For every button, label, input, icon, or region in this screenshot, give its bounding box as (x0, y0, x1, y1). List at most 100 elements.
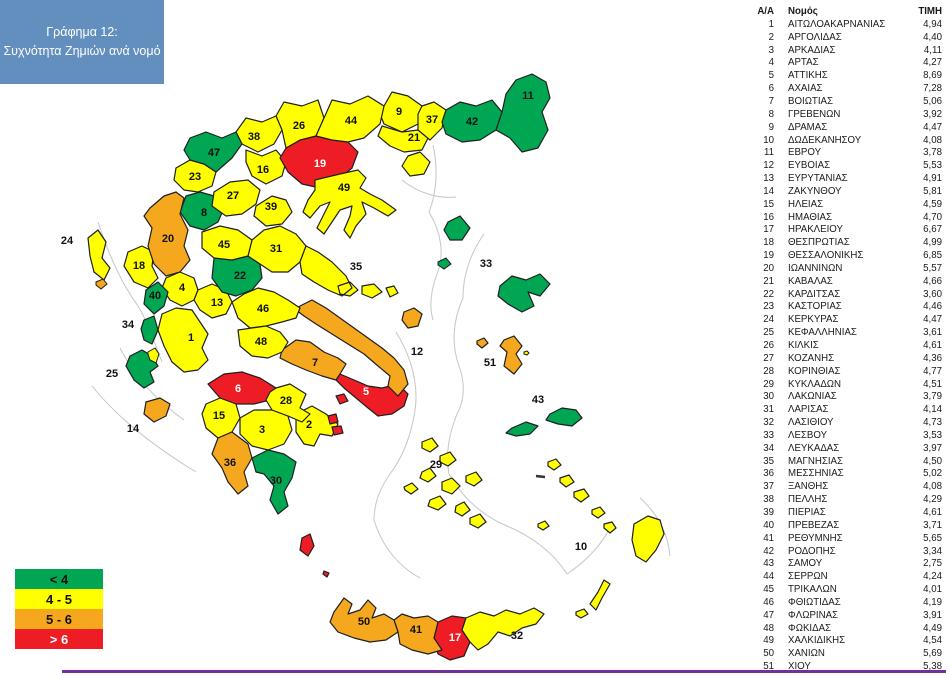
table-row: 19 ΘΕΣΣΑΛΟΝΙΚΗΣ 6,85 (728, 249, 946, 262)
map-region-label-44: 44 (345, 115, 358, 127)
sea-boundary-line (401, 179, 457, 198)
table-row: 46 ΦΘΙΩΤΙΔΑΣ 4,19 (728, 596, 946, 609)
map-region-label-24: 24 (61, 235, 74, 247)
row-index: 26 (763, 340, 774, 352)
row-value: 4,94 (923, 18, 942, 30)
table-row: 51 ΧΙΟΥ 5,38 (728, 660, 946, 673)
map-region-label-16: 16 (257, 164, 269, 176)
map-region-37 (417, 101, 447, 141)
row-value: 4,36 (923, 352, 942, 364)
table-row: 45 ΤΡΙΚΑΛΩΝ 4,01 (728, 583, 946, 596)
map-region-36 (211, 431, 253, 495)
row-value: 4,54 (923, 635, 942, 647)
row-index: 28 (763, 365, 774, 377)
row-value: 3,92 (923, 108, 942, 120)
table-row: 17 ΗΡΑΚΛΕΙΟΥ 6,67 (728, 224, 946, 237)
map-region-label-6: 6 (235, 383, 241, 395)
sea-boundary-line (373, 519, 421, 579)
table-row: 10 ΔΩΔΕΚΑΝΗΣΟΥ 4,08 (728, 134, 946, 147)
row-prefecture-name: ΛΑΚΩΝΙΑΣ (788, 391, 837, 403)
row-index: 36 (763, 468, 774, 480)
row-prefecture-name: ΠΙΕΡΙΑΣ (788, 506, 826, 518)
table-row: 1 ΑΙΤΩΛΟΑΚΑΡΝΑΝΙΑΣ 4,94 (728, 18, 946, 31)
map-region-40 (143, 281, 169, 315)
map-region-label-17: 17 (449, 632, 461, 644)
row-prefecture-name: ΑΤΤΙΚΗΣ (788, 70, 828, 82)
row-value: 3,61 (923, 327, 942, 339)
row-prefecture-name: ΚΙΛΚΙΣ (788, 340, 819, 352)
row-value: 3,71 (923, 519, 942, 531)
row-index: 6 (768, 83, 774, 95)
map-region-43 (505, 407, 583, 437)
map-region-label-2: 2 (306, 419, 312, 431)
map-region-45 (201, 225, 253, 261)
map-region-34 (140, 315, 159, 345)
map-region-3 (239, 409, 293, 451)
row-value: 8,69 (923, 70, 942, 82)
table-row: 42 ΡΟΔΟΠΗΣ 3,34 (728, 545, 946, 558)
map-region-label-38: 38 (248, 131, 260, 143)
row-prefecture-name: ΤΡΙΚΑΛΩΝ (788, 584, 837, 596)
bottom-divider-line (62, 670, 946, 673)
row-index: 15 (763, 198, 774, 210)
row-index: 32 (763, 417, 774, 429)
row-value: 4,14 (923, 404, 942, 416)
row-prefecture-name: ΘΕΣΣΑΛΟΝΙΚΗΣ (788, 250, 864, 262)
row-index: 33 (763, 429, 774, 441)
map-region-38 (235, 115, 283, 153)
row-prefecture-name: ΦΛΩΡΙΝΑΣ (788, 609, 839, 621)
map-region-18 (123, 245, 159, 289)
sea-boundary-line (91, 385, 197, 473)
row-value: 5,57 (923, 262, 942, 274)
row-prefecture-name: ΧΙΟΥ (788, 661, 811, 673)
table-row: 11 ΕΒΡΟΥ 3,78 (728, 146, 946, 159)
map-region-label-42: 42 (466, 116, 478, 128)
map-region-label-10: 10 (575, 541, 587, 553)
row-value: 4,46 (923, 301, 942, 313)
table-row: 30 ΛΑΚΩΝΙΑΣ 3,79 (728, 390, 946, 403)
row-index: 42 (763, 545, 774, 557)
table-row: 25 ΚΕΦΑΛΛΗΝΙΑΣ 3,61 (728, 326, 946, 339)
row-prefecture-name: ΔΡΑΜΑΣ (788, 121, 828, 133)
map-region-label-3: 3 (259, 424, 265, 436)
map-region-label-26: 26 (293, 120, 305, 132)
row-value: 4,11 (923, 44, 942, 56)
map-region-label-4: 4 (179, 282, 186, 294)
row-prefecture-name: ΗΛΕΙΑΣ (788, 198, 824, 210)
legend-item-3: > 6 (15, 629, 103, 649)
row-index: 27 (763, 352, 774, 364)
row-index: 4 (768, 57, 774, 69)
table-row: 33 ΛΕΣΒΟΥ 3,53 (728, 429, 946, 442)
row-prefecture-name: ΜΕΣΣΗΝΙΑΣ (788, 468, 844, 480)
row-value: 4,91 (923, 173, 942, 185)
row-prefecture-name: ΛΑΣΙΘΙΟΥ (788, 417, 834, 429)
map-region-label-8: 8 (201, 207, 207, 219)
row-value: 4,70 (923, 211, 942, 223)
map-region-27 (211, 179, 261, 217)
sea-boundary-line (428, 144, 442, 321)
sea-boundary-line (97, 221, 163, 363)
row-prefecture-name: ΕΥΡΥΤΑΝΙΑΣ (788, 173, 848, 185)
map-region-label-12: 12 (411, 346, 423, 358)
table-row: 23 ΚΑΣΤΟΡΙΑΣ 4,46 (728, 301, 946, 314)
table-row: 8 ΓΡΕΒΕΝΩΝ 3,92 (728, 108, 946, 121)
row-prefecture-name: ΡΕΘΥΜΝΗΣ (788, 532, 843, 544)
row-prefecture-name: ΚΟΖΑΝΗΣ (788, 352, 835, 364)
row-value: 5,65 (923, 532, 942, 544)
row-prefecture-name: ΑΧΑΙΑΣ (788, 83, 823, 95)
row-value: 4,51 (923, 378, 942, 390)
row-value: 3,91 (923, 609, 942, 621)
map-region-35 (299, 245, 399, 299)
map-region-label-5: 5 (363, 386, 369, 398)
map-region-label-22: 22 (234, 270, 246, 282)
map-region-30 (251, 449, 297, 515)
row-value: 3,60 (923, 288, 942, 300)
row-index: 23 (763, 301, 774, 313)
sea-boundary-line (373, 331, 417, 521)
table-row: 14 ΖΑΚΥΝΘΟΥ 5,81 (728, 185, 946, 198)
table-row: 34 ΛΕΥΚΑΔΑΣ 3,97 (728, 442, 946, 455)
map-region-label-19: 19 (314, 158, 326, 170)
row-value: 3,79 (923, 391, 942, 403)
table-row: 15 ΗΛΕΙΑΣ 4,59 (728, 198, 946, 211)
